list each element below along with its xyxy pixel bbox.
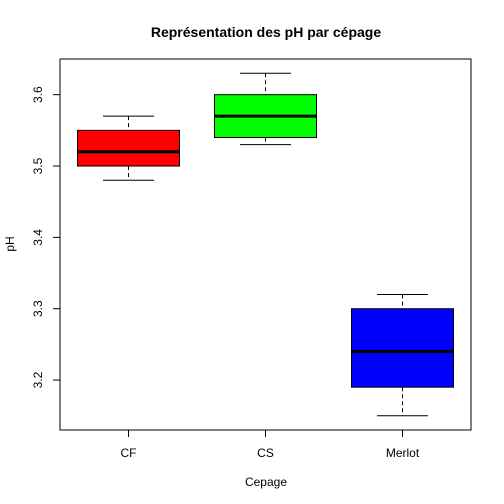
box-merlot: [351, 293, 454, 417]
boxes: [77, 72, 454, 417]
y-tick-label: 3.6: [31, 86, 45, 103]
box-body: [77, 129, 180, 167]
x-tick-label: Merlot: [386, 446, 420, 460]
y-tick-label: 3.3: [31, 300, 45, 317]
box-cs: [214, 72, 317, 146]
y-tick-label: 3.4: [31, 229, 45, 246]
x-axis-label: Cepage: [245, 475, 287, 489]
y-tick-label: 3.5: [31, 157, 45, 174]
y-tick-label: 3.2: [31, 371, 45, 388]
y-axis: 3.2 3.3 3.4 3.5 3.6: [31, 86, 61, 388]
y-axis-label: pH: [3, 236, 17, 251]
x-tick-label: CS: [257, 446, 274, 460]
x-axis: CF CS Merlot: [121, 429, 420, 460]
box-body: [351, 308, 454, 388]
x-tick-label: CF: [121, 446, 137, 460]
box-cf: [77, 115, 180, 181]
chart-title: Représentation des pH par cépage: [151, 24, 382, 40]
